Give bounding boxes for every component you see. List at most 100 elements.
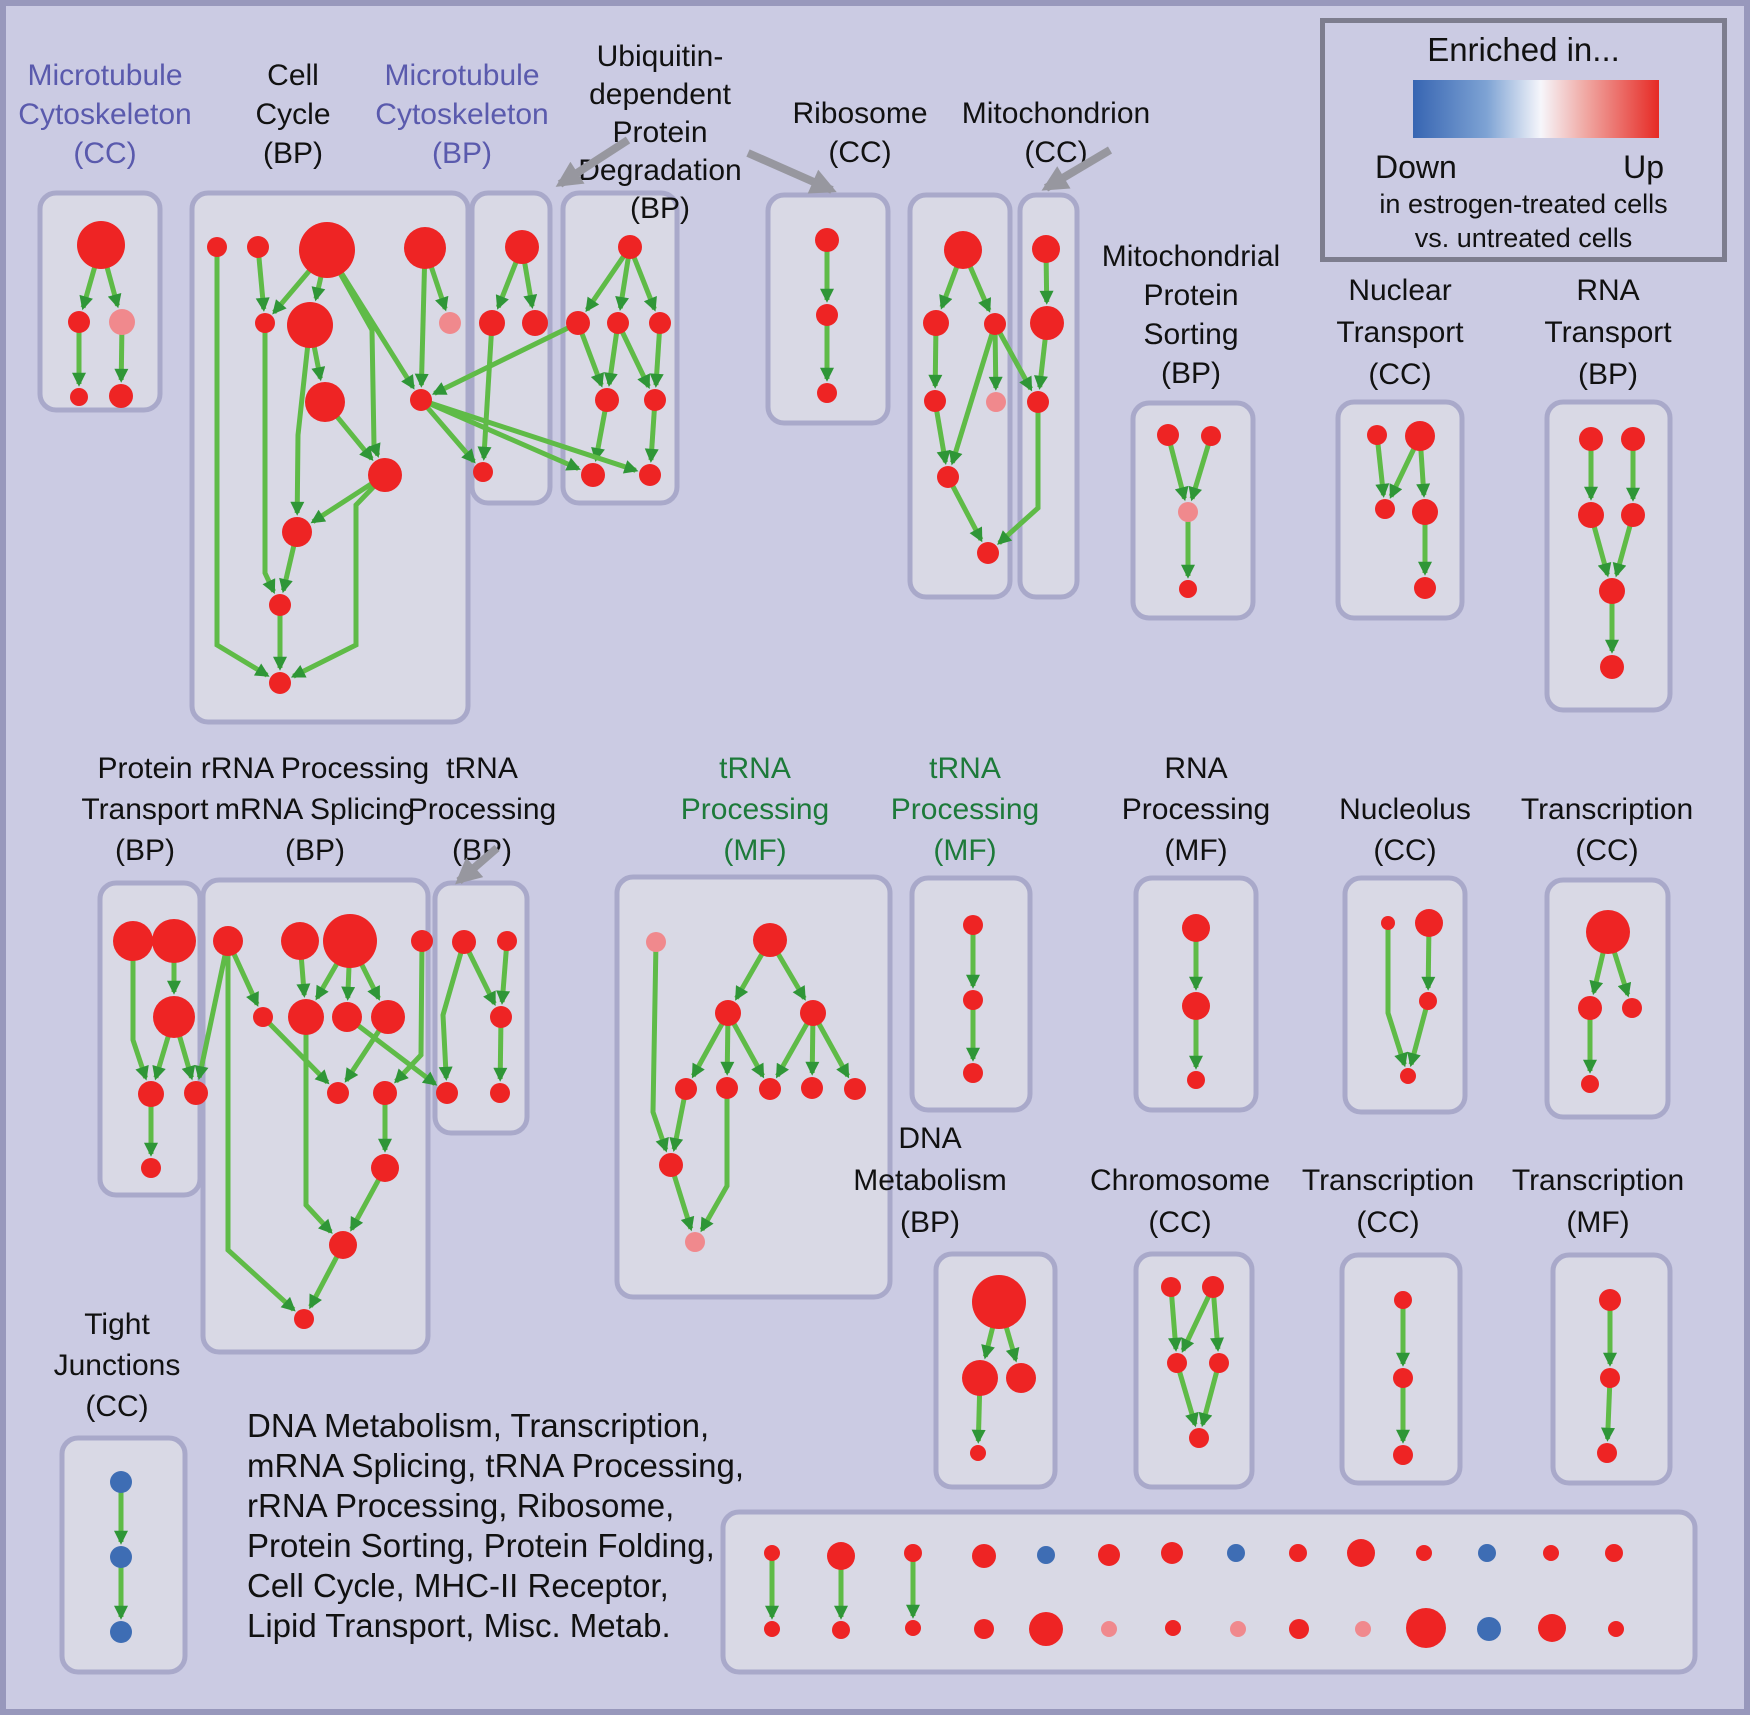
gene-node-rrna-rA xyxy=(213,926,243,956)
edge-arrow xyxy=(615,257,631,311)
edge-arrow xyxy=(816,1022,850,1079)
edge-arrow xyxy=(1589,951,1606,996)
label-chromosome-cc: Chromosome (CC) xyxy=(1090,1164,1270,1239)
edge-arrow xyxy=(591,410,608,463)
label-rna-processing-mf: RNA Processing (MF) xyxy=(1122,752,1270,867)
edge-arrow xyxy=(438,951,464,1081)
gene-node-rrna-rK xyxy=(371,1154,399,1182)
edge-arrow xyxy=(1210,1296,1224,1352)
edge-arrow xyxy=(1034,338,1048,390)
gene-node-trna_mf_big-g2 xyxy=(753,923,787,957)
gene-node-ribosome-r3 xyxy=(984,313,1006,335)
gene-node-ubiq-u4 xyxy=(649,312,671,334)
gene-node-bottom_row-b12b xyxy=(1477,1617,1501,1641)
edge-arrow xyxy=(1385,929,1408,1068)
gene-node-mito_sort-s3 xyxy=(1178,502,1198,522)
legend-down-label: Down xyxy=(1375,149,1457,185)
gene-node-ribosome-r7 xyxy=(977,542,999,564)
gene-node-dna_met-d1 xyxy=(972,1275,1026,1329)
gene-node-rna_proc-w1 xyxy=(1182,914,1210,942)
pointer-arrows xyxy=(455,136,1113,885)
label-transcription-cc-row2: Transcription (CC) xyxy=(1521,793,1693,867)
gene-node-bottom_row-b10b xyxy=(1355,1621,1371,1637)
edge-arrow xyxy=(311,275,326,302)
gene-node-prot_trans-t1 xyxy=(113,921,153,961)
edge-arrow xyxy=(279,545,297,594)
edge-arrow xyxy=(939,266,960,310)
legend-box: Enriched in... Down Up in estrogen-treat… xyxy=(1320,18,1727,262)
edge-arrow xyxy=(1388,447,1417,499)
gene-node-ribosome-r4 xyxy=(924,390,946,412)
label-tight-junctions-cc: Tight Junctions (CC) xyxy=(54,1308,181,1423)
legend-up-label: Up xyxy=(1623,149,1664,185)
gene-node-bottom_row-b12t xyxy=(1478,1544,1496,1562)
gene-node-dna_met-d3 xyxy=(1006,1363,1036,1393)
gene-node-prot_trans-t2 xyxy=(152,919,196,963)
edge-arrow xyxy=(669,1098,687,1153)
gene-node-mt_cc-e xyxy=(109,384,133,408)
gene-node-trans_mf-f3 xyxy=(1597,1443,1617,1463)
gene-node-nucleolus-x2 xyxy=(1415,909,1443,937)
gene-node-mito-mi1 xyxy=(1032,235,1060,263)
edge-arrow xyxy=(303,1034,333,1234)
gene-node-rna_trans-q3 xyxy=(1578,502,1604,528)
gene-node-rrna-rJ xyxy=(373,1081,397,1105)
gene-node-ubiq-u3 xyxy=(607,312,629,334)
gene-node-bottom_row-b4b xyxy=(974,1619,994,1639)
gene-node-tight_junc-tj3 xyxy=(110,1621,132,1643)
gene-node-rrna-rG xyxy=(332,1002,362,1032)
gene-node-trna_bp-tb1 xyxy=(452,930,476,954)
gene-node-cell_cycle-hub xyxy=(410,389,432,411)
gene-node-rna_trans-q2 xyxy=(1621,427,1645,451)
edge-arrow xyxy=(335,415,374,461)
edge-arrow xyxy=(1612,524,1633,578)
gene-node-trans_cc3-z1 xyxy=(1394,1291,1412,1309)
gene-node-chromosome-ch1 xyxy=(1161,1277,1181,1297)
edge-arrow xyxy=(356,1023,438,1086)
term-box-trans_cc2 xyxy=(1544,877,1671,1120)
gene-node-trna_mf_small-k1 xyxy=(963,915,983,935)
edge-arrow xyxy=(650,950,669,1153)
gene-node-bottom_row-b8b xyxy=(1230,1621,1246,1637)
gene-node-bottom_row-b7b xyxy=(1165,1620,1181,1636)
edge-arrow xyxy=(431,325,570,396)
edge-arrow xyxy=(671,1174,695,1232)
edge-arrow xyxy=(214,256,270,678)
term-box-mt_cc xyxy=(37,190,163,413)
label-transcription-cc-row3: Transcription (CC) xyxy=(1302,1164,1474,1239)
gene-node-mt_bp-m4 xyxy=(473,462,493,482)
gene-node-cell_cycle-n3 xyxy=(299,222,355,278)
legend-subtitle-1: in estrogen-treated cells xyxy=(1379,189,1668,219)
edge-arrow xyxy=(496,949,511,1005)
edge-arrow xyxy=(620,330,651,390)
gene-node-bottom_row-b6b xyxy=(1101,1621,1117,1637)
gene-node-trans_cc2-y3 xyxy=(1622,998,1642,1018)
edge-arrow xyxy=(255,256,270,312)
edge-arrow xyxy=(734,952,765,1001)
edge-arrow xyxy=(493,1026,508,1082)
term-box-nuc_trans xyxy=(1335,399,1465,621)
gene-node-trans_cc3-z3 xyxy=(1393,1445,1413,1465)
gene-node-rrna-rB xyxy=(281,922,319,960)
gene-node-rrna-rI xyxy=(327,1082,349,1104)
edge-arrow xyxy=(1180,1294,1211,1353)
gene-node-rrna-rE xyxy=(253,1007,273,1027)
gene-node-ubiq-u5 xyxy=(595,388,619,412)
gene-node-trna_mf_big-ml xyxy=(659,1153,683,1177)
term-box-bottom_row xyxy=(720,1509,1698,1675)
gene-node-chromosome-ch3 xyxy=(1167,1353,1187,1373)
gene-node-chromosome-ch4 xyxy=(1209,1353,1229,1373)
edge-arrow xyxy=(775,1022,810,1079)
gene-node-bottom_row-b13t xyxy=(1543,1545,1559,1561)
ubiquitin-label-arrow-right-icon xyxy=(746,149,837,194)
gene-node-mt_bp-m1 xyxy=(505,230,539,264)
edge-arrow xyxy=(152,1035,171,1081)
gene-node-ubiq-u8 xyxy=(639,464,661,486)
edge-arrow xyxy=(477,334,494,461)
edge-arrow xyxy=(428,266,449,312)
label-rna-transport-bp: RNA Transport (BP) xyxy=(1544,274,1672,391)
gene-node-mt_cc-d xyxy=(70,388,88,406)
gene-node-nuc_trans-p1 xyxy=(1367,425,1387,445)
gene-node-nucleolus-x1 xyxy=(1381,916,1395,930)
edge-arrow xyxy=(649,332,664,388)
